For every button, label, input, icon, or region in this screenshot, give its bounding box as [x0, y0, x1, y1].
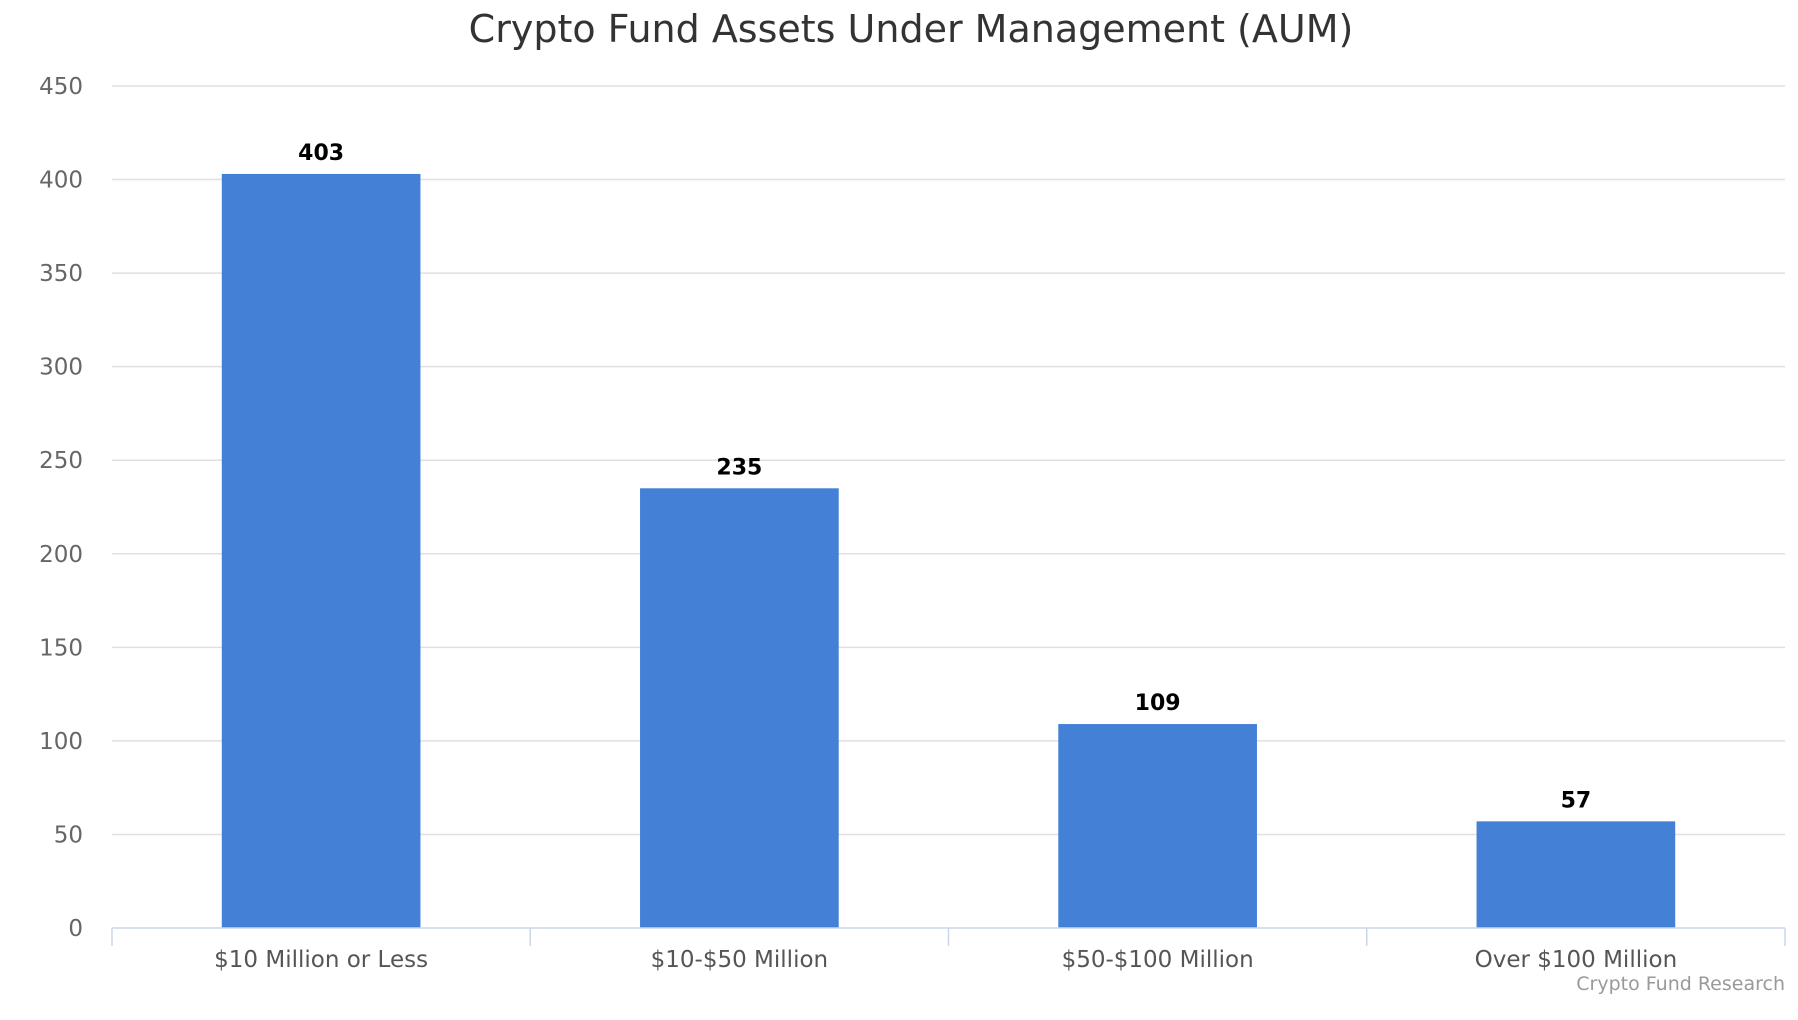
bar[interactable] — [640, 488, 839, 928]
y-tick-label: 250 — [39, 448, 83, 474]
chart-title: Crypto Fund Assets Under Management (AUM… — [469, 7, 1354, 51]
data-label: 235 — [716, 455, 762, 480]
x-category-label: $50-$100 Million — [1062, 947, 1254, 973]
y-tick-label: 350 — [39, 261, 83, 287]
data-label: 403 — [298, 141, 344, 166]
y-tick-label: 150 — [39, 635, 83, 661]
data-label: 109 — [1135, 691, 1181, 716]
y-axis-tick-labels: 0 50 100 150 200 250 300 350 400 450 — [39, 74, 83, 942]
y-tick-label: 300 — [39, 355, 83, 381]
data-label: 57 — [1561, 788, 1592, 813]
y-tick-label: 100 — [39, 729, 83, 755]
y-tick-label: 200 — [39, 542, 83, 568]
bar[interactable] — [1476, 821, 1676, 928]
x-category-label: $10-$50 Million — [651, 947, 828, 973]
bar[interactable] — [221, 173, 421, 929]
y-tick-label: 0 — [68, 916, 83, 942]
y-tick-label: 50 — [54, 822, 83, 848]
data-labels: 403 235 109 57 — [298, 141, 1591, 813]
bars — [221, 173, 1676, 929]
y-tick-label: 450 — [39, 74, 83, 100]
credit-text[interactable]: Crypto Fund Research — [1576, 973, 1785, 995]
x-axis: $10 Million or Less $10-$50 Million $50-$1… — [111, 927, 1786, 973]
x-category-label: $10 Million or Less — [214, 947, 428, 973]
x-category-label: Over $100 Million — [1475, 947, 1678, 973]
bar[interactable] — [1058, 724, 1257, 928]
y-tick-label: 400 — [39, 168, 83, 194]
